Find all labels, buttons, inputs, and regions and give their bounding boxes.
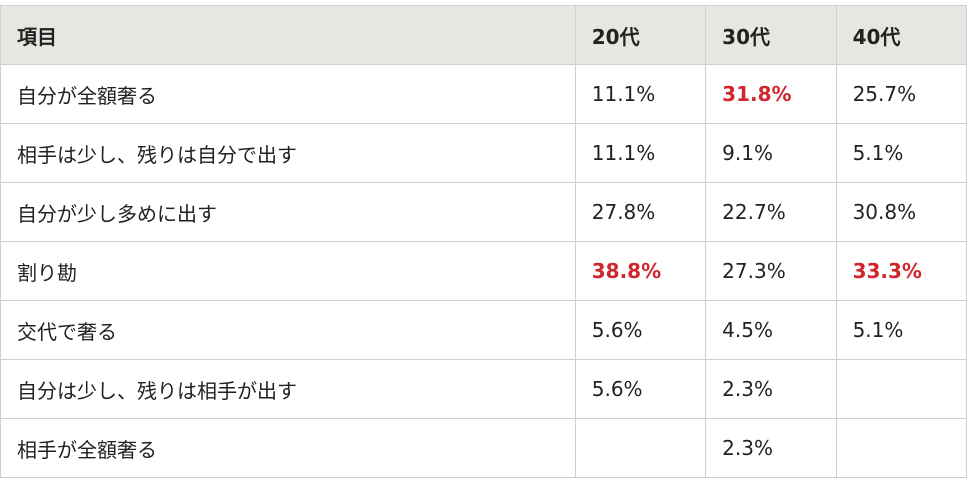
table-row: 相手は少し、残りは自分で出す 11.1% 9.1% 5.1% xyxy=(0,123,968,183)
header-row: 項目 20代 30代 40代 xyxy=(0,5,968,65)
cell-40s: 33.3% xyxy=(835,241,968,301)
row-label: 割り勘 xyxy=(0,241,576,301)
table-row: 自分が少し多めに出す 27.8% 22.7% 30.8% xyxy=(0,182,968,242)
row-label: 自分は少し、残りは相手が出す xyxy=(0,359,576,419)
cell-30s: 31.8% xyxy=(705,64,837,124)
header-item: 項目 xyxy=(0,5,576,65)
cell-20s: 5.6% xyxy=(574,300,707,360)
cell-40s: 5.1% xyxy=(835,300,968,360)
row-label: 交代で奢る xyxy=(0,300,576,360)
table-header: 項目 20代 30代 40代 xyxy=(0,5,968,65)
row-label: 相手は少し、残りは自分で出す xyxy=(0,123,576,183)
header-40s: 40代 xyxy=(835,5,968,65)
row-label: 自分が少し多めに出す xyxy=(0,182,576,242)
cell-40s: 25.7% xyxy=(835,64,968,124)
table-row: 相手が全額奢る 2.3% xyxy=(0,418,968,478)
table-row: 自分が全額奢る 11.1% 31.8% 25.7% xyxy=(0,64,968,124)
cell-30s: 2.3% xyxy=(705,418,837,478)
cell-40s: 5.1% xyxy=(835,123,968,183)
survey-table: 項目 20代 30代 40代 自分が全額奢る 11.1% 31.8% 25.7% 相手は… xyxy=(0,5,968,478)
cell-40s xyxy=(835,418,968,478)
cell-20s: 27.8% xyxy=(574,182,707,242)
cell-30s: 2.3% xyxy=(705,359,837,419)
table-row: 交代で奢る 5.6% 4.5% 5.1% xyxy=(0,300,968,360)
cell-40s: 30.8% xyxy=(835,182,968,242)
cell-30s: 9.1% xyxy=(705,123,837,183)
row-label: 相手が全額奢る xyxy=(0,418,576,478)
cell-40s xyxy=(835,359,968,419)
cell-30s: 4.5% xyxy=(705,300,837,360)
cell-20s: 11.1% xyxy=(574,64,707,124)
header-30s: 30代 xyxy=(705,5,837,65)
table-row: 自分は少し、残りは相手が出す 5.6% 2.3% xyxy=(0,359,968,419)
cell-20s xyxy=(574,418,707,478)
row-label: 自分が全額奢る xyxy=(0,64,576,124)
cell-20s: 5.6% xyxy=(574,359,707,419)
cell-30s: 22.7% xyxy=(705,182,837,242)
table-body: 自分が全額奢る 11.1% 31.8% 25.7% 相手は少し、残りは自分で出す 11.1… xyxy=(0,64,968,478)
cell-20s: 11.1% xyxy=(574,123,707,183)
table-row: 割り勘 38.8% 27.3% 33.3% xyxy=(0,241,968,301)
header-20s: 20代 xyxy=(574,5,707,65)
cell-20s: 38.8% xyxy=(574,241,707,301)
cell-30s: 27.3% xyxy=(705,241,837,301)
